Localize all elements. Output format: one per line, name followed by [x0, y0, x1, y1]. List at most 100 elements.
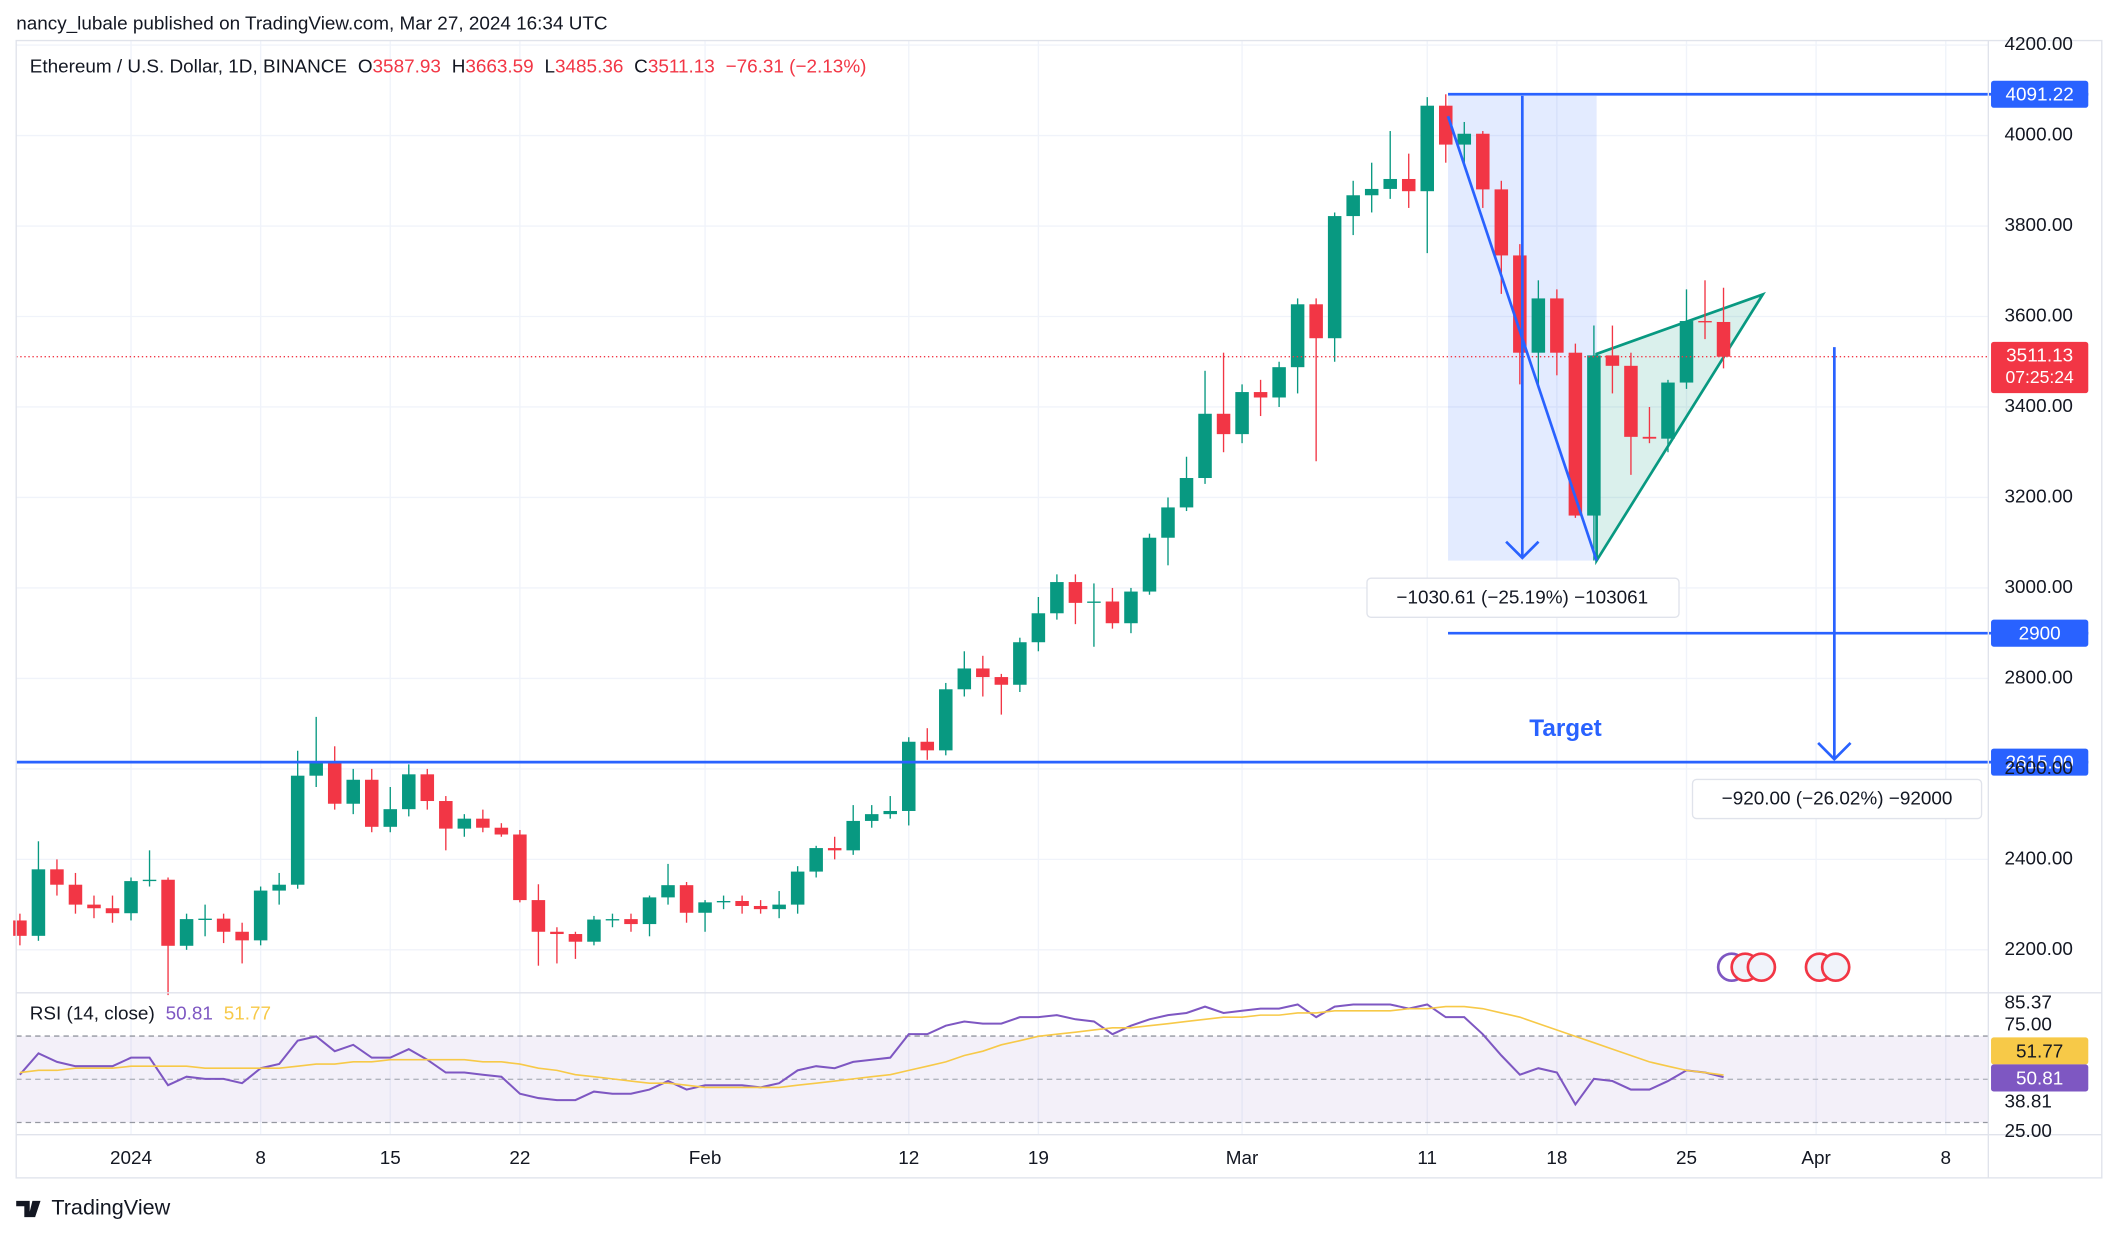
candles	[13, 94, 1731, 996]
candle-body	[698, 902, 712, 913]
event-icons	[1716, 952, 1851, 983]
rsi-tick-label: 25.00	[2005, 1121, 2052, 1142]
candle-body	[50, 869, 64, 885]
candle-body	[105, 908, 120, 914]
candle-body	[1179, 478, 1194, 508]
candle-body	[716, 901, 731, 903]
y-tick-label: 2800.00	[2005, 667, 2073, 688]
candle-body	[772, 904, 786, 910]
rsi-tick-label: 85.37	[2005, 993, 2052, 1014]
ohlc-key: C	[634, 57, 648, 78]
x-tick-label: 25	[1676, 1148, 1697, 1169]
logo: TradingView	[16, 1195, 171, 1220]
y-tick-label: 3600.00	[2005, 306, 2073, 327]
y-tick-label: 4200.00	[2005, 34, 2073, 55]
price-tag-label: 4091.22	[2005, 85, 2073, 106]
candle-body	[457, 818, 472, 829]
countdown: 07:25:24	[2005, 367, 2074, 387]
candle-body	[1568, 352, 1583, 516]
candle-body	[1513, 255, 1527, 353]
candle-body	[216, 918, 231, 932]
candle-body	[994, 677, 1009, 685]
candle-body	[1198, 413, 1212, 479]
candle-body	[1401, 178, 1416, 192]
candle-body	[383, 809, 398, 827]
projection-box	[1691, 778, 1983, 820]
candle-body	[827, 848, 842, 851]
candle-body	[1624, 365, 1638, 437]
range-box	[1366, 577, 1680, 618]
rsi-value: 51.77	[224, 1003, 271, 1024]
candle-body	[1476, 133, 1490, 190]
x-tick-label: 18	[1546, 1148, 1567, 1169]
y-tick-label: 3200.00	[2005, 486, 2073, 507]
candle-body	[272, 884, 286, 891]
candle-body	[327, 761, 342, 804]
candle-body	[142, 879, 157, 882]
price-tag	[1991, 619, 2089, 647]
candle-body	[939, 689, 953, 751]
legend: Ethereum / U.S. Dollar, 1D, BINANCE O3587…	[30, 57, 867, 1025]
candle-body	[1124, 591, 1138, 624]
candle-body	[439, 801, 453, 829]
candle-body	[1327, 216, 1342, 339]
candle-body	[661, 885, 675, 898]
candle-body	[198, 918, 212, 920]
rsi-line	[19, 1003, 1724, 1107]
rsi-tag-label: 50.81	[2016, 1068, 2063, 1089]
candle-body	[790, 871, 805, 905]
candle-body	[1031, 613, 1046, 643]
x-tick-label: 11	[1417, 1148, 1437, 1169]
candle-body	[957, 668, 972, 690]
rsi-tick-label: 75.00	[2005, 1015, 2052, 1036]
candle-body	[402, 774, 416, 810]
rsi-value: 50.81	[166, 1003, 213, 1024]
candle-body	[364, 779, 379, 827]
ohlc-value: 3663.59	[465, 57, 533, 78]
candle-body	[679, 885, 694, 913]
target-label: Target	[1529, 715, 1601, 742]
projection-label: −920.00 (−26.02%) −92000	[1722, 789, 1953, 810]
price-tag-label: 2900	[2019, 624, 2061, 645]
candle-body	[1161, 507, 1175, 538]
footer-brand: TradingView	[51, 1195, 170, 1220]
candle-body	[31, 869, 46, 936]
candle-body	[1346, 195, 1360, 217]
rsi-panel: 51.77 50.81	[19, 1003, 2089, 1107]
candle-body	[568, 934, 583, 942]
candle-body	[1142, 537, 1157, 592]
candle-body	[587, 919, 601, 942]
candle-body	[1587, 355, 1601, 516]
y-tick-label: 2200.00	[2005, 939, 2073, 960]
candle-body	[68, 884, 83, 905]
candle-body	[1253, 392, 1268, 398]
y-tick-label: 3400.00	[2005, 396, 2073, 417]
last-price-tag	[1991, 341, 2089, 394]
ohlc-key: O	[358, 57, 373, 78]
candle-body	[420, 774, 435, 802]
candle-body	[1290, 304, 1305, 368]
price-tag	[1991, 80, 2089, 108]
candle-body	[494, 827, 509, 835]
candle-body	[1605, 355, 1620, 366]
ohlc-key: H	[452, 57, 466, 78]
candle-body	[1698, 321, 1712, 323]
candle-body	[253, 890, 268, 941]
candle-body	[1457, 133, 1472, 145]
candle-body	[1550, 298, 1564, 353]
candle-body	[902, 741, 916, 811]
arrow-head	[1505, 540, 1540, 560]
rsi-legend: RSI (14, close) 50.81 51.77	[30, 1003, 271, 1024]
change: −76.31 (−2.13%)	[726, 57, 867, 78]
candle-body	[1716, 321, 1731, 357]
rsi-tick-label: 38.81	[2005, 1092, 2052, 1113]
candle-body	[735, 901, 749, 906]
candle-body	[1494, 189, 1509, 256]
x-tick-label: Mar	[1226, 1148, 1259, 1169]
y-tick-label: 2400.00	[2005, 848, 2073, 869]
price-tag-label: 2615.00	[2005, 752, 2073, 773]
candle-body	[1235, 392, 1249, 435]
candle-body	[1087, 601, 1101, 603]
